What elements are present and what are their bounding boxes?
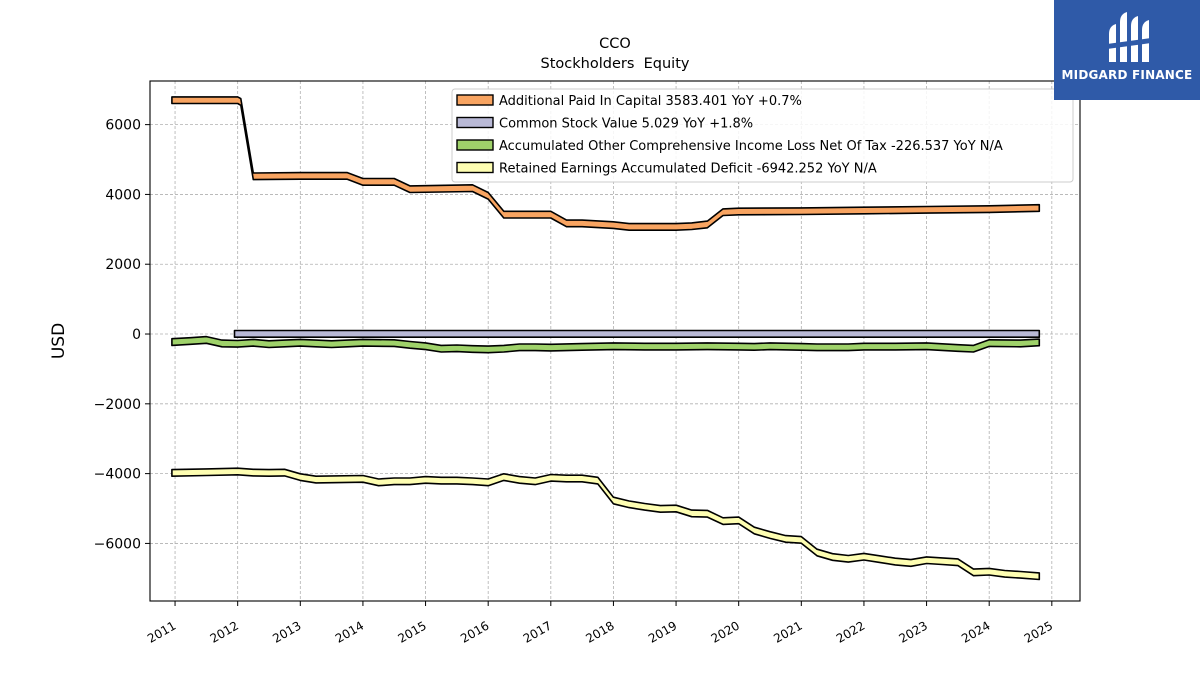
midgard-finance-logo: MIDGARD FINANCE xyxy=(1054,0,1200,100)
series-layer xyxy=(171,96,1041,581)
legend-frame xyxy=(451,88,1074,183)
series-band-0 xyxy=(171,96,1041,231)
x-tick-label: 2019 xyxy=(646,618,679,645)
x-tick-label: 2017 xyxy=(521,618,554,645)
x-tick-label: 2011 xyxy=(145,618,178,645)
x-tick-label: 2016 xyxy=(458,618,491,645)
x-tick-label: 2025 xyxy=(1022,618,1055,645)
x-tick-label: 2018 xyxy=(583,618,616,645)
series-band-1 xyxy=(233,329,1041,338)
y-tick-label: 4000 xyxy=(105,187,141,203)
plot-frame xyxy=(149,80,1081,602)
x-tick-label: 2022 xyxy=(834,618,867,645)
x-tick-label: 2015 xyxy=(395,618,428,645)
legend-swatch-2 xyxy=(456,139,494,151)
chart-subtitle: Stockholders Equity xyxy=(541,56,690,72)
series-band-2 xyxy=(171,335,1041,354)
legend-swatch-3 xyxy=(456,161,494,174)
y-tick-label: −6000 xyxy=(94,536,141,552)
x-tick-label: 2021 xyxy=(771,618,804,645)
legend-swatch-1 xyxy=(456,116,494,129)
y-axis-ticks: 6000 4000 2000 0 −2000 −4000 −6000 xyxy=(94,118,150,552)
chart-title-group: CCO Stockholders Equity xyxy=(541,36,690,72)
x-tick-label: 2013 xyxy=(270,618,303,645)
logo-mark-icon xyxy=(1107,12,1151,62)
x-tick-label: 2012 xyxy=(208,618,241,645)
brand-name: MIDGARD FINANCE xyxy=(1061,68,1193,82)
legend-label-0: Additional Paid In Capital 3583.401 YoY … xyxy=(499,94,802,109)
series-band-3 xyxy=(171,467,1041,581)
x-tick-label: 2024 xyxy=(959,618,992,645)
y-axis-label: USD xyxy=(49,323,69,359)
chart-title: CCO xyxy=(599,36,631,52)
y-tick-label: −4000 xyxy=(94,467,141,483)
x-tick-label: 2014 xyxy=(333,618,366,645)
legend-label-1: Common Stock Value 5.029 YoY +1.8% xyxy=(499,117,753,132)
y-tick-label: −2000 xyxy=(94,397,141,413)
y-tick-label: 2000 xyxy=(105,257,141,273)
legend-swatch-0 xyxy=(456,94,494,106)
x-tick-label: 2023 xyxy=(896,618,929,645)
x-axis-ticks: 2011 2012 2013 2014 2015 2016 2017 2018 2019 2020… xyxy=(145,601,1055,646)
legend-label-2: Accumulated Other Comprehensive Income L… xyxy=(499,139,1003,154)
y-tick-label: 0 xyxy=(132,327,141,343)
legend: Additional Paid In Capital 3583.401 YoY … xyxy=(451,88,1074,183)
x-tick-label: 2020 xyxy=(709,618,742,645)
y-tick-label: 6000 xyxy=(105,118,141,134)
legend-label-3: Retained Earnings Accumulated Deficit -6… xyxy=(499,162,877,177)
